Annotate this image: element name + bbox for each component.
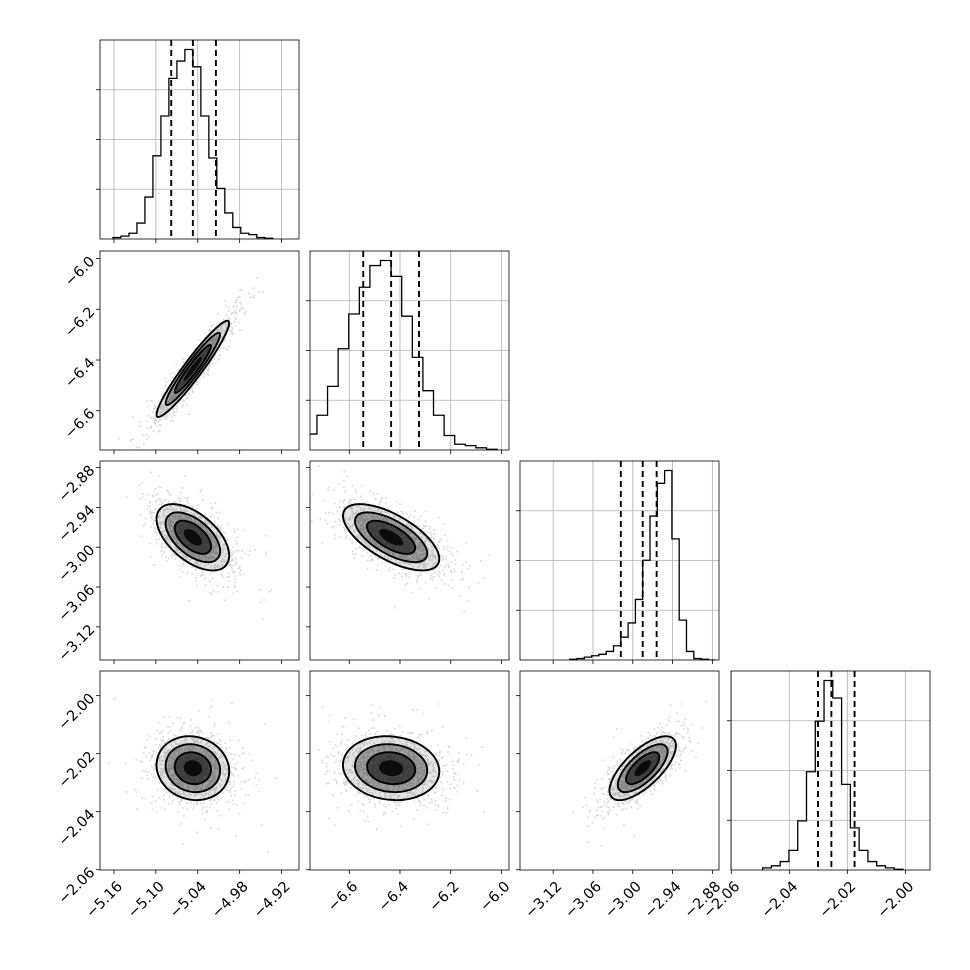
y-tick-label: −2.02	[56, 749, 99, 792]
x-tick-label: −2.02	[817, 879, 860, 922]
density-fill-0	[634, 760, 652, 777]
contour-line-2	[354, 511, 429, 564]
x-tick-label: −6.0	[477, 879, 513, 915]
panel-frame	[309, 250, 510, 451]
joint-panel-2-3	[516, 670, 720, 874]
contour-line-1	[625, 751, 661, 786]
marginal-panel-2	[516, 460, 720, 664]
contour-line-2	[616, 743, 669, 794]
x-tick-label: −6.6	[325, 879, 361, 915]
contour-line-1	[173, 343, 212, 394]
density-layer	[118, 277, 264, 449]
marginal-panel-1	[306, 250, 510, 454]
density-fill-0	[183, 760, 202, 777]
marginal-panel-3	[727, 670, 931, 874]
histogram-step	[569, 469, 716, 660]
x-tick-label: −4.92	[251, 879, 294, 922]
joint-panel-0-2	[96, 460, 300, 664]
contour-line-1	[173, 519, 212, 555]
x-tick-label: −2.94	[642, 879, 685, 922]
y-tick-label: −2.00	[56, 691, 99, 734]
y-tick-label: −3.06	[56, 582, 99, 625]
joint-panel-0-3	[96, 670, 300, 874]
panel-frame	[99, 460, 300, 661]
density-layer	[318, 703, 485, 831]
joint-panel-1-3	[306, 670, 510, 874]
density-layer	[125, 471, 273, 620]
contour-line-3	[155, 735, 231, 802]
histogram-step	[310, 259, 498, 450]
y-tick-label: −6.4	[62, 355, 98, 391]
contour-line-3	[342, 735, 441, 802]
y-tick-label: −2.04	[56, 807, 99, 850]
contour-line-2	[164, 511, 222, 564]
panel-frame	[309, 670, 510, 871]
contour-line-3	[608, 735, 677, 802]
density-fill-0	[379, 528, 404, 546]
y-tick-label: −6.6	[62, 406, 98, 442]
y-tick-label: −6.2	[62, 304, 98, 340]
x-tick-label: −3.06	[562, 879, 605, 922]
y-tick-label: −6.0	[62, 254, 98, 290]
y-tick-label: −3.12	[56, 622, 99, 665]
panel-frame	[99, 39, 300, 240]
contour-line-2	[164, 743, 222, 794]
panel-frame	[99, 250, 300, 451]
x-tick-label: −4.98	[209, 879, 252, 922]
x-tick-label: −3.00	[602, 879, 645, 922]
contour-line-3	[155, 503, 231, 572]
contour-line-1	[366, 519, 417, 555]
density-layer	[108, 697, 277, 854]
panel-frame	[730, 670, 931, 871]
x-tick-label: −3.12	[522, 879, 565, 922]
x-tick-label: −2.00	[875, 879, 918, 922]
marginal-panel-0	[96, 39, 300, 243]
x-tick-label: −5.16	[83, 879, 126, 922]
density-fill-0	[183, 528, 202, 546]
density-layer	[572, 700, 719, 847]
y-tick-label: −2.88	[56, 463, 99, 506]
x-tick-label: −6.2	[427, 879, 463, 915]
panel-frame	[519, 670, 720, 871]
x-tick-label: −5.10	[125, 879, 168, 922]
histogram-step	[112, 48, 274, 239]
panel-frame	[309, 460, 510, 661]
contour-line-2	[164, 331, 222, 406]
histogram-step	[761, 679, 904, 870]
x-tick-label: −2.04	[759, 879, 802, 922]
density-fill-0	[379, 760, 404, 777]
contour-line-1	[173, 751, 212, 786]
contour-line-3	[155, 319, 231, 418]
x-tick-label: −5.04	[167, 879, 210, 922]
joint-panel-1-2	[306, 460, 510, 664]
density-layer	[310, 465, 491, 613]
joint-panel-0-1	[96, 250, 300, 454]
y-tick-label: −3.00	[56, 542, 99, 585]
y-tick-label: −2.94	[56, 503, 99, 546]
contour-line-1	[366, 751, 417, 786]
density-fill-0	[183, 356, 202, 381]
x-tick-label: −6.4	[376, 879, 412, 915]
panel-frame	[99, 670, 300, 871]
contour-line-2	[354, 743, 429, 794]
panel-frame	[519, 460, 720, 661]
contour-line-3	[342, 503, 441, 572]
